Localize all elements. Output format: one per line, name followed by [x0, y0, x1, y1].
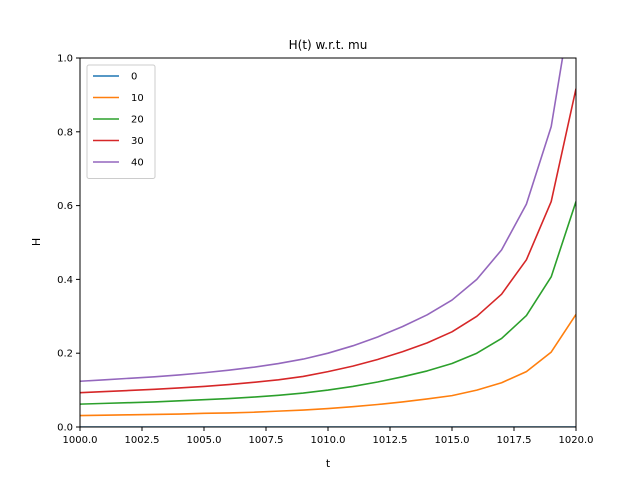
y-tick-label: 0.2 [57, 349, 73, 360]
y-tick-label: 0.0 [57, 423, 73, 434]
y-tick-label: 0.6 [57, 201, 73, 212]
series-line-20 [80, 201, 576, 405]
y-tick-label: 0.4 [57, 275, 73, 286]
legend-label: 40 [131, 158, 144, 169]
x-tick-label: 1002.5 [125, 435, 160, 446]
y-axis-label: H [30, 238, 43, 246]
series-layer [80, 58, 576, 427]
legend: 0 10 20 30 40 [86, 64, 156, 179]
legend-label: 30 [131, 136, 144, 147]
chart-title: H(t) w.r.t. mu [289, 38, 368, 52]
legend-label: 20 [131, 115, 144, 126]
x-axis: 1000.0 1002.5 1005.0 1007.5 1010.0 1012.5 1015… [63, 427, 594, 446]
series-line-30 [80, 88, 576, 394]
legend-label: 10 [131, 93, 144, 104]
x-tick-label: 1012.5 [373, 435, 408, 446]
x-tick-label: 1020.0 [559, 435, 594, 446]
legend-box [86, 64, 156, 179]
y-axis: 0.0 0.2 0.4 0.6 0.8 1.0 [57, 54, 80, 434]
series-line-40 [80, 58, 564, 383]
series-line-10 [80, 314, 576, 417]
x-tick-label: 1017.5 [497, 435, 532, 446]
x-axis-label: t [326, 457, 331, 470]
y-tick-label: 1.0 [57, 54, 73, 65]
x-tick-label: 1007.5 [249, 435, 284, 446]
x-tick-label: 1005.0 [187, 435, 222, 446]
x-tick-label: 1015.0 [435, 435, 470, 446]
x-tick-label: 1000.0 [63, 435, 98, 446]
legend-label: 0 [131, 72, 137, 83]
y-tick-label: 0.8 [57, 127, 73, 138]
x-tick-label: 1010.0 [311, 435, 346, 446]
